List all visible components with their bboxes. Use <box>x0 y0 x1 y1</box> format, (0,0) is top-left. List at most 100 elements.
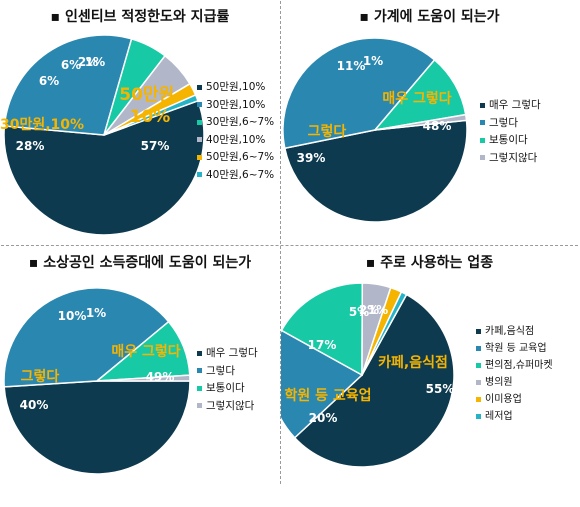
pie-slice <box>293 293 455 468</box>
pie-category-label: 그렇다 <box>308 124 347 140</box>
pie-category-label: 매우 그렇다 <box>111 344 180 360</box>
pie-value-label: 48% <box>423 119 452 133</box>
pie-category-label: 그렇다 <box>21 369 60 385</box>
legend-label: 40만원,10% <box>206 133 266 146</box>
legend-swatch <box>197 403 202 408</box>
chart-panel-industry: ▪ 주로 사용하는 업종 55% 20% 17% 5% 2% 1% 카페,음식점 학원 등 교… <box>281 246 578 484</box>
legend-label: 편의점,슈퍼마켓 <box>485 360 553 371</box>
pie-value-label: 1% <box>363 54 383 68</box>
pie-category-label: 매우 그렇다 <box>382 91 451 107</box>
chart-title: ▪ 인센티브 적정한도와 지급률 <box>50 9 230 25</box>
pie-value-label: 39% <box>297 151 326 165</box>
pie-slice <box>281 329 364 439</box>
pie-slice <box>282 37 436 150</box>
legend-label: 그렇다 <box>489 116 518 129</box>
pie-value-label: 49% <box>146 370 175 384</box>
legend-label: 카페,음식점 <box>485 326 535 337</box>
pie-value-label: 2% <box>359 303 379 317</box>
legend-item: 그렇지않다 <box>480 150 541 168</box>
legend-swatch <box>476 328 481 334</box>
legend-item: 40만원,6~7% <box>197 167 274 185</box>
legend-swatch <box>476 362 481 368</box>
legend-label: 매우 그렇다 <box>489 99 541 111</box>
legend-item: 이미용업 <box>476 391 553 408</box>
legend-label: 병의원 <box>485 377 513 388</box>
legend-swatch <box>480 155 485 160</box>
pie-slice <box>3 34 133 136</box>
pie-category-label: 50만원, <box>119 85 180 105</box>
chart-legend: 50만원,10% 30만원,10% 30만원,6~7% 40만원,10% 50만원,6~… <box>197 79 274 184</box>
pie-value-label: 1% <box>86 306 106 320</box>
legend-item: 카페,음식점 <box>476 323 553 340</box>
pie-value-label: 1% <box>85 55 105 69</box>
pie-slice <box>3 380 191 475</box>
legend-label: 이미용업 <box>485 394 522 405</box>
legend-item: 30만원,6~7% <box>197 114 274 132</box>
legend-swatch <box>480 102 485 108</box>
pie-slice <box>281 282 364 377</box>
legend-item: 병의원 <box>476 374 553 391</box>
pie-slice <box>374 113 468 131</box>
legend-item: 매우 그렇다 <box>197 345 258 363</box>
legend-item: 30만원,10% <box>197 97 274 115</box>
legend-swatch <box>476 345 481 351</box>
legend-label: 30만원,6~7% <box>206 116 275 128</box>
pie-slice <box>96 374 191 382</box>
legend-label: 그렇다 <box>206 364 235 377</box>
legend-item: 그렇지않다 <box>197 398 258 416</box>
legend-swatch <box>197 154 202 160</box>
pie-value-label: 11% <box>337 59 366 73</box>
legend-label: 그렇지않다 <box>489 151 538 164</box>
legend-label: 보통이다 <box>489 134 528 146</box>
legend-item: 그렇다 <box>197 363 258 381</box>
chart-title: ▪ 가계에 도움이 되는가 <box>359 9 500 25</box>
pie-slice <box>373 58 467 132</box>
pie-value-label: 20% <box>309 411 338 425</box>
divider-horizontal <box>1 245 578 246</box>
pie-value-label: 28% <box>16 139 45 153</box>
legend-swatch <box>197 172 202 177</box>
legend-label: 50만원,10% <box>206 81 266 93</box>
legend-swatch <box>197 102 202 107</box>
pie-value-label: 6% <box>39 74 59 88</box>
legend-label: 보통이다 <box>206 382 245 394</box>
legend-item: 50만원,6~7% <box>197 149 274 167</box>
divider-vertical <box>280 1 281 484</box>
pie-slice <box>3 99 205 236</box>
legend-swatch <box>197 385 202 391</box>
pie-value-label: 55% <box>426 382 455 396</box>
legend-label: 50만원,6~7% <box>206 151 275 163</box>
legend-swatch <box>476 413 481 419</box>
pie-category-label: 카페,음식점 <box>378 354 448 371</box>
pie-category-label: 학원 등 교육업 <box>284 388 371 404</box>
chart-title: ▪ 소상공인 소득증대에 도움이 되는가 <box>28 255 252 271</box>
pie-slice <box>3 287 170 388</box>
legend-label: 학원 등 교육업 <box>485 343 547 354</box>
legend-swatch <box>197 119 202 125</box>
legend-label: 레저업 <box>485 411 513 422</box>
legend-item: 보통이다 <box>197 380 258 398</box>
pie-chart-incentive: 57%28%6%6%2%1%50만원,10%30만원,10% <box>0 34 205 236</box>
legend-item: 편의점,슈퍼마켓 <box>476 357 553 374</box>
legend-label: 40만원,6~7% <box>206 168 275 181</box>
chart-title: ▪ 주로 사용하는 업종 <box>365 255 494 271</box>
pie-value-label: 5% <box>349 305 369 319</box>
legend-swatch <box>476 396 481 402</box>
pie-value-label: 6% <box>61 58 81 72</box>
pie-value-label: 1% <box>368 303 388 317</box>
legend-swatch <box>476 379 481 385</box>
legend-label: 매우 그렇다 <box>206 347 258 359</box>
pie-value-label: 17% <box>308 338 337 352</box>
legend-swatch <box>197 368 202 373</box>
legend-item: 학원 등 교육업 <box>476 340 553 357</box>
legend-item: 보통이다 <box>480 132 541 150</box>
pie-category-label: 10% <box>130 107 171 127</box>
pie-value-label: 40% <box>20 398 49 412</box>
pie-value-label: 10% <box>58 309 87 323</box>
legend-swatch <box>480 120 485 125</box>
